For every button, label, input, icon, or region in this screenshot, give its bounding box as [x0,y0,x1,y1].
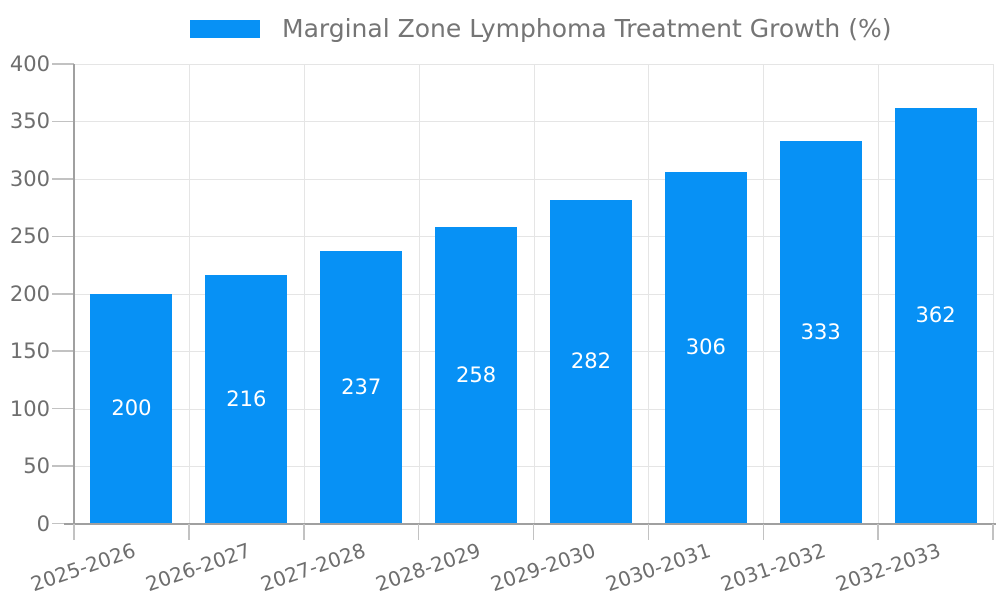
x-axis-tick [762,523,764,540]
y-axis-tick-label: 350 [9,109,50,134]
bar-2030-2031[interactable]: 306 [664,171,747,524]
bar-value-label: 216 [226,386,267,411]
y-axis-tick-label: 150 [9,339,50,364]
y-axis-tick [52,63,74,65]
y-axis-tick [52,178,74,180]
bar-2032-2033[interactable]: 362 [894,107,977,524]
legend-series-label: Marginal Zone Lymphoma Treatment Growth … [282,14,892,43]
y-axis-tick-label: 400 [9,52,50,76]
y-axis-tick [52,120,74,123]
bar-value-label: 333 [800,319,841,344]
x-axis-line [64,522,996,525]
y-axis-tick [52,293,74,295]
y-axis-tick-label: 100 [9,396,50,421]
bar-2029-2030[interactable]: 282 [549,199,632,524]
bar-value-label: 282 [570,349,611,374]
legend[interactable]: Marginal Zone Lymphoma Treatment Growth … [190,13,891,45]
x-axis-tick [303,523,305,540]
y-axis-line [73,64,75,540]
y-axis-tick [52,407,74,410]
gridline-vertical [993,64,994,524]
bar-2031-2032[interactable]: 333 [779,140,862,524]
x-axis-tick [877,523,879,540]
y-axis-tick [52,235,74,238]
x-axis-tick [992,523,994,540]
bar-2026-2027[interactable]: 216 [205,275,288,524]
bar-2028-2029[interactable]: 258 [435,227,518,524]
bar-value-label: 362 [915,303,956,328]
gridline-vertical [533,64,535,524]
y-axis-tick-label: 0 [36,511,50,536]
x-axis-tick [188,523,190,540]
y-axis-tick [52,522,74,525]
y-axis-tick [52,350,74,352]
x-axis-tick [647,523,650,540]
y-axis-tick-label: 200 [9,281,50,306]
bar-value-label: 237 [341,374,382,399]
bar-value-label: 258 [456,362,497,387]
x-axis-tick [532,523,535,540]
x-axis-tick [73,523,75,540]
gridline-vertical [878,64,880,524]
y-axis-tick-label: 300 [9,166,50,191]
bar-2027-2028[interactable]: 237 [320,251,403,524]
gridline-vertical [188,64,190,524]
y-axis-tick-label: 250 [9,224,50,249]
bar-value-label: 200 [111,396,152,421]
bar-2025-2026[interactable]: 200 [90,293,173,524]
gridline-vertical [648,64,650,524]
gridline-vertical [418,64,420,524]
x-axis-tick [417,523,420,540]
gridline-vertical [303,64,305,524]
y-axis-tick-label: 50 [23,454,50,479]
bar-value-label: 306 [685,335,726,360]
y-axis-tick [52,465,74,467]
legend-swatch-icon [190,20,260,38]
gridline-vertical [763,64,765,524]
